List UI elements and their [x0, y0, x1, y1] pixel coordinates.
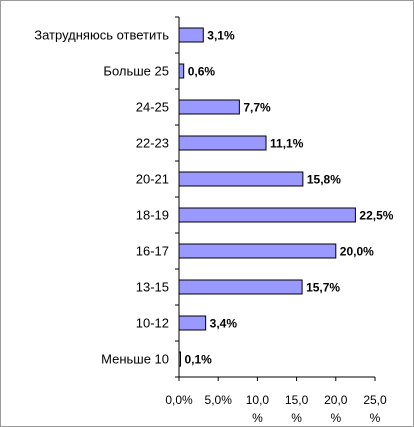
bar: [178, 99, 240, 115]
value-label: 11,1%: [270, 137, 304, 151]
bar: [178, 63, 185, 79]
bar: [178, 27, 204, 43]
bar: [178, 279, 303, 295]
bar: [178, 207, 356, 223]
value-label: 0,1%: [185, 353, 213, 367]
bar: [178, 315, 207, 331]
value-label: 3,1%: [207, 29, 235, 43]
category-label: 16-17: [136, 244, 169, 259]
value-label: 7,7%: [243, 101, 271, 115]
category-label: Затрудняюсь ответить: [34, 28, 169, 43]
x-tick-label: 25,0: [363, 393, 387, 407]
value-label: 15,8%: [307, 173, 341, 187]
category-label: 10-12: [136, 316, 169, 331]
value-label: 3,4%: [210, 317, 238, 331]
category-label: 20-21: [136, 172, 169, 187]
x-tick-unit: %: [252, 411, 263, 425]
category-label: 18-19: [136, 208, 169, 223]
bar: [178, 135, 267, 151]
bar: [178, 243, 337, 259]
category-label: 22-23: [136, 136, 169, 151]
x-tick-label: 20,0: [324, 393, 348, 407]
x-tick-unit: %: [330, 411, 341, 425]
x-tick-unit: %: [291, 411, 302, 425]
value-label: 15,7%: [306, 281, 340, 295]
value-label: 20,0%: [340, 245, 374, 259]
category-label: Меньше 10: [101, 352, 169, 367]
bar: [178, 171, 304, 187]
x-tick-label: 10,0: [246, 393, 270, 407]
x-tick-label: 15,0: [285, 393, 309, 407]
x-tick-label: 0,0%: [165, 393, 193, 407]
value-label: 22,5%: [359, 209, 393, 223]
x-tick-label: 5,0%: [205, 393, 233, 407]
category-label: Больше 25: [103, 64, 169, 79]
category-label: 24-25: [136, 100, 169, 115]
value-label: 0,6%: [188, 65, 216, 79]
x-tick-unit: %: [370, 411, 381, 425]
category-label: 13-15: [136, 280, 169, 295]
bar: [178, 351, 181, 367]
